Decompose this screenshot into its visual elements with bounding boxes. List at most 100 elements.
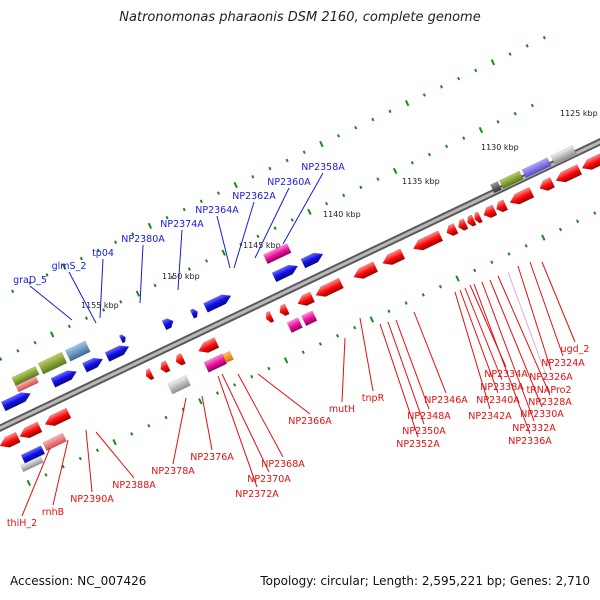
leader-line	[507, 271, 550, 384]
ruler-tick	[478, 126, 484, 134]
gene-label: NP2334A	[484, 369, 528, 380]
leader-line	[95, 431, 135, 479]
gene-label: NP2350A	[402, 426, 446, 437]
ruler-tick	[44, 473, 48, 477]
ruler-tick	[135, 290, 141, 297]
ruler-tick	[153, 283, 157, 288]
leader-line	[29, 285, 73, 321]
leader-line	[454, 291, 491, 410]
feature-block	[263, 243, 292, 265]
feature-block	[167, 375, 191, 395]
ruler-tick	[164, 415, 168, 420]
ruler-tick	[283, 357, 289, 364]
leader-line	[541, 261, 576, 343]
ruler-tick	[438, 284, 442, 289]
ruler-tick	[119, 300, 123, 304]
ruler-tick	[250, 374, 254, 379]
gene-label: NP2374A	[160, 219, 204, 230]
feature-block	[550, 145, 577, 165]
ruler-tick	[422, 93, 426, 97]
gene-label: NP2362A	[232, 191, 276, 202]
ruler-tick	[392, 167, 398, 175]
forward-gene	[300, 252, 324, 269]
leader-line	[464, 287, 503, 381]
forward-gene	[0, 392, 31, 412]
ruler-tick	[524, 244, 528, 248]
gene-label: ugd_2	[561, 344, 590, 355]
gene-label: NP2364A	[195, 205, 239, 216]
ruler-tick	[78, 456, 82, 461]
gene-label: tnpR	[362, 393, 385, 404]
gene-label: NP2340A	[476, 395, 520, 406]
gene-labels: NP2358A NP2360A NP2362A NP2364A NP2374A NP238…	[7, 162, 590, 529]
reverse-gene	[412, 230, 444, 251]
leader-line	[497, 275, 551, 396]
ruler-tick	[530, 103, 534, 108]
reverse-gene	[474, 211, 483, 224]
ruler-label: 1150 kbp	[162, 272, 200, 281]
forward-gene	[271, 264, 299, 283]
ruler-tick	[216, 191, 221, 195]
ruler-tick	[147, 222, 153, 229]
ruler-tick	[102, 308, 106, 312]
ruler-label: 1140 kbp	[323, 210, 361, 219]
feature-block	[286, 317, 303, 334]
ruler-tick	[490, 59, 496, 66]
ruler-tick	[371, 117, 375, 122]
reverse-gene	[458, 218, 469, 231]
forward-gene	[104, 345, 130, 362]
feature-block	[37, 351, 68, 375]
ruler-dots	[0, 35, 597, 487]
reverse-gene	[0, 431, 21, 448]
ruler-tick	[318, 342, 322, 346]
reverse-gene	[297, 291, 316, 306]
gene-label: NP2368A	[261, 459, 305, 470]
reverse-gene	[353, 261, 379, 279]
ruler-tick	[267, 366, 271, 371]
ruler-tick	[45, 273, 49, 277]
feature-block	[42, 432, 67, 452]
gene-label: NP2378A	[151, 466, 195, 477]
gene-label: NP2336A	[508, 436, 552, 447]
leader-line	[489, 279, 543, 408]
ruler-tick	[445, 144, 449, 149]
gene-label: NP2380A	[121, 234, 165, 245]
ruler-tick	[0, 357, 3, 361]
ruler-tick	[354, 125, 358, 130]
reverse-gene	[160, 360, 171, 373]
gene-label: tp04	[92, 248, 114, 259]
ruler-tick	[335, 334, 340, 338]
leader-line	[172, 397, 187, 465]
ruler-label: 1155 kbp	[81, 301, 119, 310]
leader-line	[52, 439, 69, 506]
ruler-tick	[182, 207, 186, 212]
gene-label: NP2332A	[512, 423, 556, 434]
leader-line	[85, 429, 93, 493]
ruler-tick	[421, 293, 425, 297]
leader-line	[217, 375, 258, 488]
accession-text: Accession: NC_007426	[10, 574, 147, 588]
reverse-gene	[555, 164, 583, 183]
ruler-tick	[49, 331, 55, 338]
ruler-tick	[376, 177, 380, 181]
ruler-tick	[26, 479, 32, 487]
leader-line	[359, 317, 374, 392]
reverse-gene	[467, 214, 477, 227]
reverse-gene	[581, 153, 600, 170]
ruler-tick	[67, 324, 71, 329]
ruler-tick	[198, 398, 203, 405]
ruler-tick	[404, 301, 408, 305]
ruler-tick	[61, 263, 67, 270]
ruler-tick	[513, 111, 517, 116]
leader-line	[282, 172, 324, 245]
ruler-tick	[508, 52, 512, 56]
ruler-tick	[439, 85, 443, 89]
gene-label: NP2338A	[480, 382, 524, 393]
ruler-tick	[496, 120, 500, 124]
ruler-tick	[273, 226, 277, 230]
reverse-gene	[279, 303, 290, 317]
ruler-tick	[307, 208, 312, 215]
leader-line	[216, 215, 231, 269]
reverse-gene	[483, 204, 498, 218]
